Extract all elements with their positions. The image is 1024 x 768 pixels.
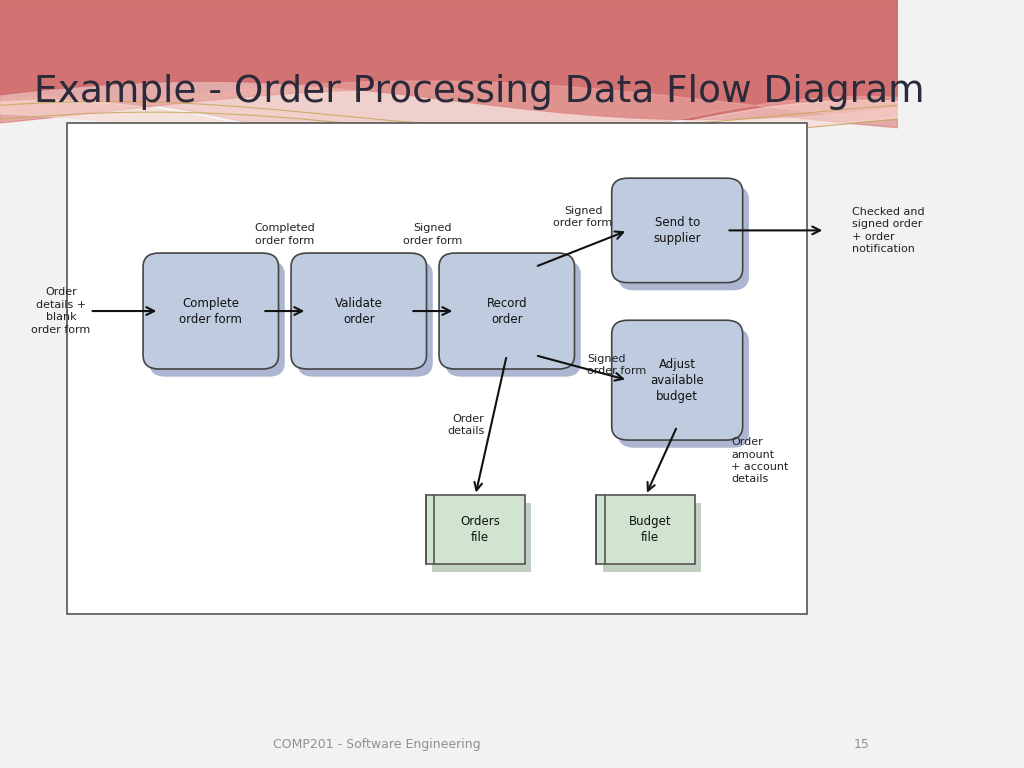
- Text: Adjust
available
budget: Adjust available budget: [650, 358, 705, 402]
- Text: Order
details +
blank
order form: Order details + blank order form: [32, 287, 90, 335]
- Text: Complete
order form: Complete order form: [179, 296, 243, 326]
- Text: Order
details: Order details: [447, 414, 484, 436]
- Bar: [432, 503, 531, 572]
- Text: Record
order: Record order: [486, 296, 527, 326]
- Text: Order
amount
+ account
details: Order amount + account details: [731, 437, 788, 485]
- Text: Signed
order form: Signed order form: [553, 206, 612, 229]
- Text: Checked and
signed order
+ order
notification: Checked and signed order + order notific…: [852, 207, 925, 254]
- FancyBboxPatch shape: [611, 178, 742, 283]
- Text: COMP201 - Software Engineering: COMP201 - Software Engineering: [273, 739, 480, 751]
- FancyBboxPatch shape: [291, 253, 427, 369]
- Text: Completed
order form: Completed order form: [254, 223, 315, 246]
- FancyBboxPatch shape: [150, 261, 285, 377]
- Text: Budget
file: Budget file: [629, 515, 672, 545]
- Text: Example - Order Processing Data Flow Diagram: Example - Order Processing Data Flow Dia…: [34, 74, 925, 110]
- Bar: [68, 123, 807, 614]
- Text: Send to
supplier: Send to supplier: [653, 216, 701, 245]
- FancyBboxPatch shape: [618, 328, 749, 448]
- FancyBboxPatch shape: [445, 261, 581, 377]
- Text: Signed
order form: Signed order form: [588, 353, 647, 376]
- Text: Signed
order form: Signed order form: [403, 223, 463, 246]
- FancyBboxPatch shape: [611, 320, 742, 440]
- FancyBboxPatch shape: [297, 261, 433, 377]
- Bar: [603, 503, 701, 572]
- Bar: [426, 495, 524, 564]
- Text: 15: 15: [854, 739, 870, 751]
- Bar: [596, 495, 695, 564]
- FancyBboxPatch shape: [143, 253, 279, 369]
- Text: Orders
file: Orders file: [460, 515, 500, 545]
- FancyBboxPatch shape: [618, 186, 749, 290]
- Text: Validate
order: Validate order: [335, 296, 383, 326]
- FancyBboxPatch shape: [439, 253, 574, 369]
